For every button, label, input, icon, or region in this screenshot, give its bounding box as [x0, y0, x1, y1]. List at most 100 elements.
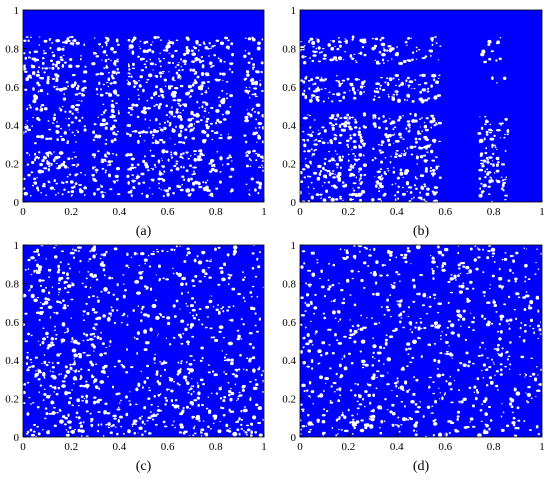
gap-mark [155, 74, 159, 79]
gap-mark [349, 134, 352, 137]
gap-mark [322, 432, 325, 436]
gap-mark [524, 280, 526, 283]
gap-mark [416, 292, 419, 296]
gap-mark [138, 98, 140, 101]
gap-mark [186, 305, 189, 307]
gap-mark [261, 164, 263, 167]
gap-mark [441, 331, 444, 333]
point-cloud-fill-b [300, 10, 542, 202]
gap-mark [198, 44, 202, 46]
gap-mark [97, 150, 100, 153]
gap-mark [306, 303, 311, 307]
gap-mark [181, 141, 186, 144]
gap-mark [42, 429, 44, 431]
gap-mark [524, 372, 526, 374]
gap-mark [183, 430, 188, 434]
gap-mark [215, 308, 219, 312]
gap-mark [467, 364, 470, 368]
gap-mark [167, 42, 170, 45]
gap-mark [144, 430, 147, 433]
gap-mark [316, 418, 320, 422]
gap-mark [40, 134, 45, 139]
gap-mark [330, 385, 333, 388]
gap-mark [375, 292, 380, 296]
gap-mark [159, 313, 163, 317]
gap-mark [92, 192, 96, 196]
gap-mark [308, 350, 311, 353]
gap-mark [457, 335, 460, 338]
gap-mark [403, 380, 408, 385]
gap-mark [469, 280, 473, 284]
gap-mark [416, 130, 420, 135]
gap-mark [73, 382, 75, 385]
gap-mark [61, 106, 64, 108]
gap-mark [74, 360, 76, 363]
gap-mark [308, 339, 313, 344]
gap-mark [422, 292, 427, 298]
gap-mark [402, 186, 404, 189]
gap-mark [187, 342, 190, 346]
gap-mark [329, 400, 332, 402]
gap-mark [409, 112, 412, 116]
gap-mark [375, 260, 379, 264]
gap-mark [162, 140, 166, 144]
gap-mark [312, 83, 314, 86]
gap-mark [132, 181, 135, 183]
gap-mark [308, 395, 311, 398]
gap-mark [28, 104, 31, 107]
gap-mark [336, 113, 340, 118]
gap-mark [140, 172, 145, 176]
gap-mark [346, 119, 349, 121]
gap-mark [385, 127, 388, 130]
gap-mark [30, 284, 33, 289]
gap-mark [348, 116, 351, 120]
gap-mark [437, 245, 440, 249]
gap-mark [82, 310, 86, 313]
gap-mark [449, 375, 451, 378]
gap-mark [154, 362, 156, 364]
gap-mark [77, 352, 81, 356]
gap-mark [397, 119, 401, 122]
gap-mark [64, 365, 68, 369]
gap-mark [171, 424, 174, 426]
gap-mark [38, 279, 42, 283]
gap-mark [502, 181, 506, 185]
gap-mark [163, 78, 167, 81]
gap-mark [103, 287, 108, 292]
gap-mark [351, 420, 355, 424]
gap-mark [486, 256, 490, 260]
gap-mark [243, 429, 245, 432]
gap-mark [69, 426, 72, 429]
gap-mark [218, 325, 224, 330]
gap-mark [455, 279, 457, 281]
gap-mark [530, 397, 533, 399]
gap-mark [353, 245, 356, 247]
gap-mark [186, 367, 190, 371]
gap-mark [161, 90, 164, 93]
gap-mark [188, 371, 191, 375]
gap-mark [252, 63, 256, 66]
gap-mark [215, 187, 219, 190]
gap-mark [505, 319, 509, 323]
gap-mark [410, 324, 413, 326]
gap-mark [149, 411, 152, 413]
gap-mark [87, 368, 91, 372]
gap-mark [204, 107, 206, 110]
gap-mark [262, 379, 264, 383]
gap-mark [516, 406, 520, 410]
gap-mark [161, 249, 164, 253]
gap-mark [305, 389, 309, 392]
gap-mark [436, 311, 440, 314]
gap-mark [487, 128, 493, 132]
gap-mark [425, 124, 427, 128]
gap-mark [116, 179, 119, 182]
gap-mark [158, 58, 160, 60]
gap-mark [31, 171, 34, 174]
gap-mark [359, 198, 362, 202]
gap-mark [152, 128, 157, 134]
gap-mark [409, 191, 413, 194]
gap-mark [48, 413, 52, 415]
gap-mark [341, 79, 346, 82]
gap-mark [453, 274, 457, 279]
gap-mark [363, 125, 368, 129]
